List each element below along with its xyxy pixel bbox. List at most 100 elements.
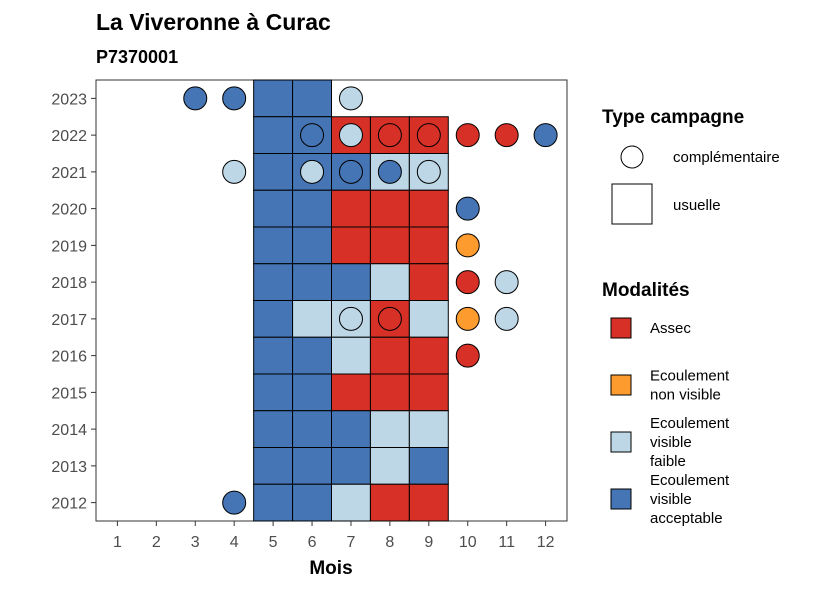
legend-key-ecoulement-non-visible [610, 374, 632, 396]
x-tick-label: 12 [537, 534, 555, 551]
tile-2012-9 [408, 483, 449, 522]
point-2021-6 [300, 159, 325, 184]
y-axis: 2012 2013 2014 2015 2016 2017 2018 2019 2020 2021… [51, 91, 96, 513]
legend-campaign: Type campagne complémentaire usuelle [602, 107, 780, 225]
legend-campaign-title: Type campagne [602, 107, 744, 128]
x-tick-label: 10 [459, 534, 477, 551]
tile-2015-6 [292, 373, 332, 412]
point-2017-7 [338, 306, 363, 331]
legend-circle-key [620, 145, 644, 169]
tile-2021-5 [253, 153, 294, 191]
point-2017-8 [377, 306, 402, 331]
legend-label-ecoulement-non-visible: non visible [650, 387, 721, 404]
legend-label-ecoulement-visible-acceptable: acceptable [650, 510, 723, 527]
y-tick-label: 2012 [51, 496, 87, 513]
point-2022-12 [533, 123, 558, 148]
x-tick-label: 7 [347, 534, 356, 551]
point-2012-4 [222, 490, 247, 515]
tile-2017-6 [292, 300, 332, 338]
tile-2013-8 [369, 447, 410, 485]
point-2022-7 [338, 123, 363, 148]
tile-2013-5 [253, 447, 294, 485]
tile-2020-6 [292, 189, 332, 228]
x-tick-label: 8 [385, 534, 394, 551]
tile-2016-7 [331, 336, 371, 375]
tile-2014-8 [369, 410, 410, 448]
y-tick-label: 2019 [51, 238, 87, 255]
point-2018-10 [455, 270, 480, 295]
tile-2020-5 [253, 189, 294, 228]
point-2022-6 [300, 123, 325, 148]
legend-key-ecoulement-visible-acceptable [610, 488, 632, 510]
legend-label-ecoulement-visible-faible: visible [650, 434, 692, 451]
x-tick-label: 11 [498, 534, 515, 551]
tile-2023-6 [292, 79, 332, 118]
legend-modalites: Modalités Assec Ecoulement non visible Ecou… [602, 280, 730, 527]
chart-title: La Viveronne à Curac [96, 9, 331, 35]
tile-2015-9 [408, 373, 449, 412]
point-2017-11 [494, 306, 519, 331]
point-2016-10 [455, 343, 480, 368]
point-2023-4 [222, 86, 247, 111]
tile-2012-5 [253, 483, 294, 522]
x-axis-title: Mois [309, 558, 352, 579]
point-2022-8 [377, 123, 402, 148]
legend-key-ecoulement-visible-faible [610, 431, 632, 453]
point-2021-8 [377, 159, 402, 184]
x-tick-label: 3 [191, 534, 200, 551]
point-2022-11 [494, 123, 519, 148]
y-tick-label: 2021 [51, 165, 87, 182]
point-2018-11 [494, 270, 519, 295]
legend-key-assec [610, 317, 632, 339]
x-axis: 1 2 3 4 5 6 7 8 9 10 11 12 [113, 521, 555, 551]
tile-2012-7 [331, 483, 371, 522]
x-tick-label: 5 [269, 534, 278, 551]
point-2020-10 [455, 196, 480, 221]
y-tick-label: 2015 [51, 385, 87, 402]
tile-2013-7 [331, 447, 371, 485]
tile-2022-5 [253, 116, 294, 154]
tile-2012-6 [292, 483, 332, 522]
y-tick-label: 2023 [51, 91, 87, 108]
legend-label-ecoulement-visible-acceptable: visible [650, 491, 692, 508]
tile-2013-6 [292, 447, 332, 485]
legend-modalites-title: Modalités [602, 280, 690, 301]
tile-2019-8 [369, 226, 410, 265]
tile-2014-5 [253, 410, 294, 448]
tile-2022-9 [408, 116, 449, 154]
y-tick-label: 2020 [51, 202, 87, 219]
y-tick-label: 2017 [51, 312, 87, 329]
point-2021-9 [416, 159, 441, 184]
legend-label-ecoulement-non-visible: Ecoulement [650, 368, 730, 385]
tile-2019-7 [331, 226, 371, 265]
point-2022-9 [416, 123, 441, 148]
tile-2016-8 [369, 336, 410, 375]
legend-square-key [611, 183, 653, 225]
tile-2018-9 [408, 263, 449, 301]
legend-label-complementaire: complémentaire [673, 149, 780, 166]
point-2023-3 [183, 86, 208, 111]
legend-label-ecoulement-visible-faible: faible [650, 453, 686, 470]
tile-2014-7 [331, 410, 371, 448]
tile-2016-5 [253, 336, 294, 375]
legend-label-usuelle: usuelle [673, 197, 721, 214]
y-tick-label: 2022 [51, 128, 87, 145]
tile-2014-9 [408, 410, 449, 448]
point-2023-7 [338, 86, 363, 111]
tile-2015-7 [331, 373, 371, 412]
point-2022-10 [455, 123, 480, 148]
x-tick-label: 9 [424, 534, 433, 551]
x-tick-label: 1 [113, 534, 122, 551]
legend-label-assec: Assec [650, 320, 691, 337]
tile-2019-6 [292, 226, 332, 265]
x-tick-label: 4 [230, 534, 239, 551]
tile-2017-9 [408, 300, 449, 338]
legend-label-ecoulement-visible-acceptable: Ecoulement [650, 472, 730, 489]
legend-label-ecoulement-visible-faible: Ecoulement [650, 415, 730, 432]
tile-2016-6 [292, 336, 332, 375]
y-tick-label: 2014 [51, 422, 87, 439]
tile-2015-5 [253, 373, 294, 412]
y-tick-label: 2018 [51, 275, 87, 292]
tile-2020-9 [408, 189, 449, 228]
